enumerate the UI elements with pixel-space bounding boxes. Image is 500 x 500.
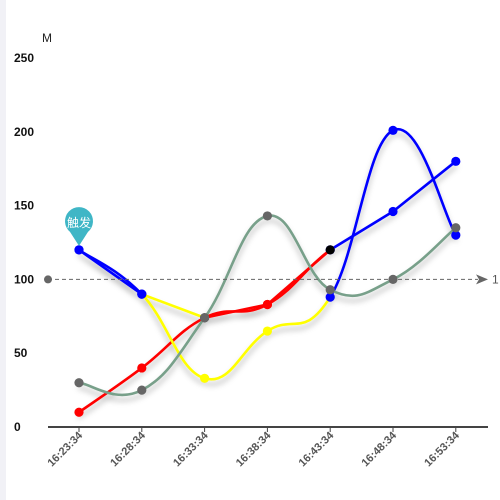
series-3-point	[451, 230, 461, 240]
series-4-point	[200, 313, 210, 323]
series-4-segment	[328, 278, 395, 298]
series-3-point	[137, 289, 147, 299]
y-tick-label: 0	[14, 420, 21, 434]
series-3-segment	[328, 129, 395, 299]
series-2-point	[74, 407, 84, 417]
left-edge-strip	[0, 0, 6, 500]
trigger-pin-label: 触发	[67, 215, 91, 230]
trigger-pin-marker	[65, 207, 93, 246]
series-1-segment	[140, 292, 206, 320]
series-3-point	[74, 245, 84, 255]
y-tick-label: 50	[14, 346, 28, 360]
series-lines-group	[77, 127, 458, 414]
series-3-segment	[266, 295, 332, 333]
axes-group: 0 50 100 150 200 250 M 16:23:34 16:28:34 16:33:34…	[14, 31, 488, 469]
series-3-segment	[203, 329, 269, 381]
x-tick-label: 16:53:34	[422, 429, 462, 469]
series-4-point	[262, 211, 272, 221]
series-3-point	[200, 373, 210, 383]
series-4-segment	[77, 381, 144, 397]
series-3-point	[325, 292, 335, 302]
series-2-point	[137, 363, 147, 373]
x-tick-label: 16:28:34	[108, 429, 148, 469]
series-4-point	[325, 285, 335, 295]
x-tick-label: 16:43:34	[297, 429, 337, 469]
reference-line-start-dot	[44, 275, 52, 284]
series-3-point	[262, 326, 272, 336]
x-tick-label: 16:33:34	[171, 429, 211, 469]
annotations-group: 1 触发	[44, 207, 499, 286]
y-tick-label: 100	[14, 272, 34, 286]
series-2-segment	[266, 248, 332, 306]
series-4-segment	[140, 316, 206, 392]
series-4-point	[451, 223, 461, 233]
series-2-point	[325, 245, 335, 255]
series-1-segment	[391, 160, 458, 213]
reference-line-arrow	[476, 274, 488, 285]
markers-group	[74, 125, 461, 417]
series-2-point	[262, 299, 272, 310]
x-tick-label: 16:38:34	[234, 429, 274, 469]
series-4-segment	[391, 226, 458, 281]
y-tick-label: 250	[14, 51, 34, 65]
series-4-segment	[266, 214, 332, 292]
series-3-point	[388, 125, 398, 135]
series-3-segment	[77, 248, 144, 296]
series-4-point	[74, 378, 84, 388]
y-tick-label: 200	[14, 125, 34, 139]
series-2-segment	[140, 316, 206, 370]
series-4-point	[137, 385, 147, 395]
series-1-segment	[328, 210, 395, 252]
series-2-segment	[203, 303, 269, 320]
series-4-segment	[203, 214, 269, 320]
y-unit-label: M	[42, 31, 52, 45]
series-1-point	[451, 156, 461, 166]
y-tick-label: 150	[14, 199, 34, 213]
x-tick-label: 16:23:34	[45, 429, 85, 469]
series-3-segment	[391, 127, 458, 237]
series-3-segment	[140, 292, 206, 380]
series-2-segment	[77, 366, 144, 414]
x-tick-label: 16:48:34	[359, 429, 399, 469]
reference-line-label: 1	[492, 272, 499, 286]
series-1-point	[388, 206, 398, 217]
